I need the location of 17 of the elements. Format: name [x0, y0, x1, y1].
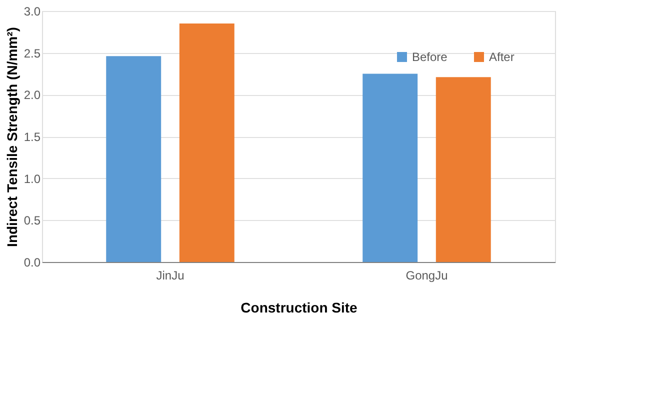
bar — [179, 24, 234, 262]
x-tick-label: JinJu — [156, 268, 184, 282]
legend-label: After — [489, 50, 514, 64]
y-tick-label: 0.5 — [24, 214, 41, 228]
y-tick-label: 2.5 — [24, 46, 41, 60]
legend-label: Before — [412, 50, 448, 64]
x-tick-label: GongJu — [406, 268, 448, 282]
y-tick-label: 1.0 — [24, 172, 41, 186]
bar — [362, 74, 418, 262]
y-tick-label: 1.5 — [24, 130, 41, 144]
y-tick-label: 2.0 — [24, 88, 41, 102]
y-tick-label: 3.0 — [24, 4, 41, 18]
x-axis-title: Construction Site — [240, 300, 358, 316]
bar — [106, 56, 162, 262]
y-tick-label: 0.0 — [24, 256, 41, 270]
bar — [436, 77, 491, 262]
y-axis-title: Indirect Tensile Strength (N/mm²) — [4, 27, 20, 247]
